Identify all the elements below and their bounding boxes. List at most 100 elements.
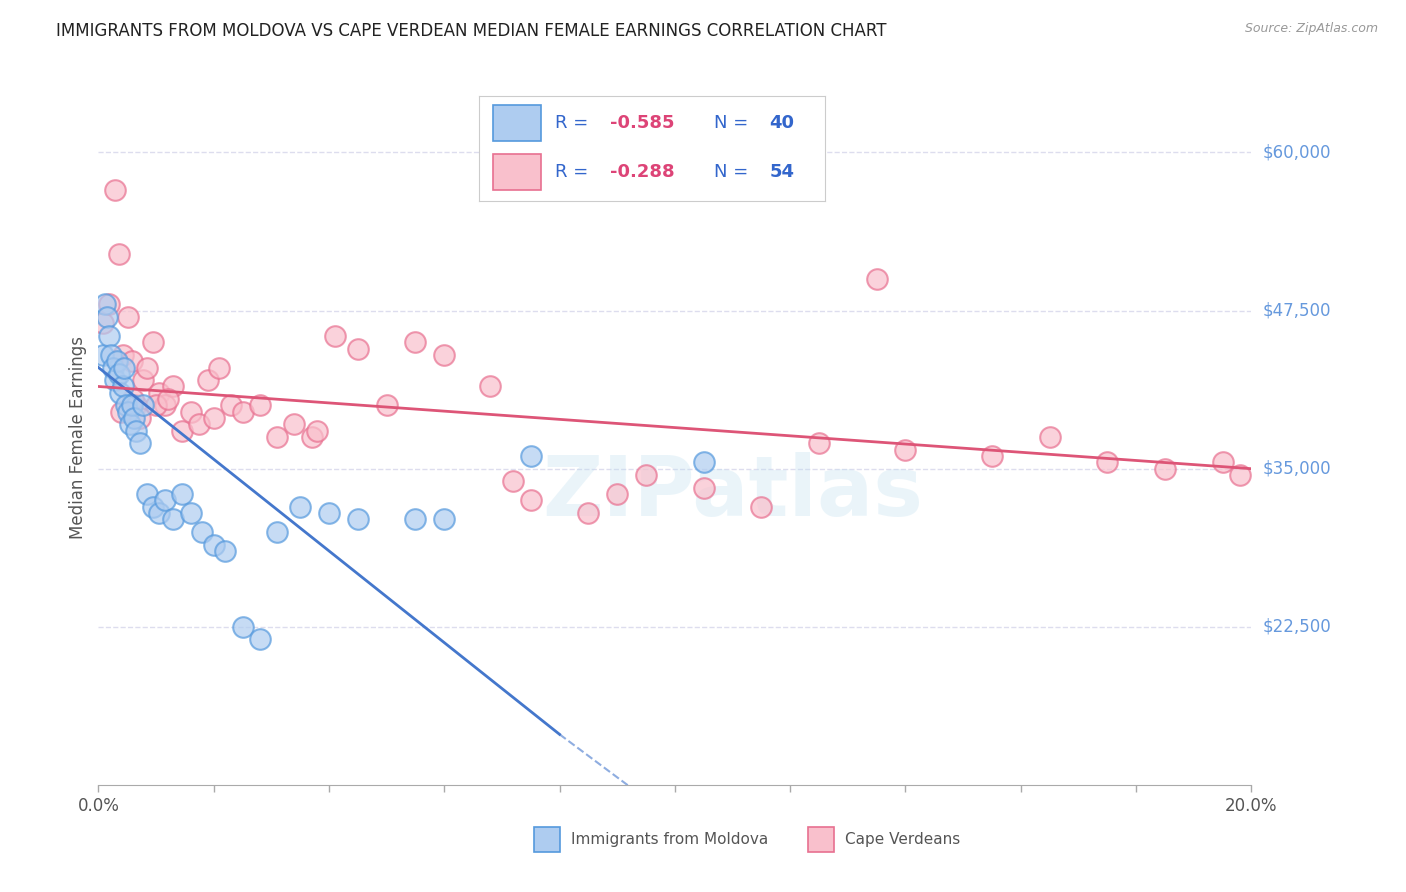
Point — [110, 385, 132, 400]
Point — [121, 399, 143, 413]
Point — [807, 436, 830, 450]
Point — [170, 487, 193, 501]
Point — [405, 512, 427, 526]
Point — [1153, 461, 1175, 475]
Point — [191, 524, 214, 539]
Point — [145, 399, 167, 413]
Point — [249, 399, 271, 413]
Point — [97, 329, 120, 343]
Point — [214, 544, 236, 558]
Point — [136, 360, 159, 375]
Point — [91, 348, 114, 362]
Point — [112, 360, 135, 375]
Point — [606, 487, 628, 501]
Point — [129, 411, 152, 425]
Point — [202, 538, 225, 552]
Text: Cape Verdeans: Cape Verdeans — [845, 832, 960, 847]
Point — [105, 354, 128, 368]
Point — [125, 424, 148, 438]
Point — [266, 524, 288, 539]
Point — [301, 430, 323, 444]
Point — [249, 632, 271, 647]
Point — [290, 500, 312, 514]
Point — [96, 310, 118, 324]
Text: IMMIGRANTS FROM MOLDOVA VS CAPE VERDEAN MEDIAN FEMALE EARNINGS CORRELATION CHART: IMMIGRANTS FROM MOLDOVA VS CAPE VERDEAN … — [56, 22, 887, 40]
Point — [153, 399, 176, 413]
Point — [1038, 430, 1062, 444]
Point — [129, 436, 152, 450]
Point — [307, 424, 329, 438]
Point — [636, 468, 658, 483]
Point — [693, 455, 716, 469]
Point — [101, 360, 124, 375]
Point — [107, 246, 129, 260]
Text: Immigrants from Moldova: Immigrants from Moldova — [571, 832, 768, 847]
Point — [107, 367, 129, 381]
Point — [170, 424, 193, 438]
Point — [231, 405, 254, 419]
Point — [121, 354, 143, 368]
Point — [208, 360, 231, 375]
Point — [576, 506, 599, 520]
Point — [142, 500, 165, 514]
Text: $47,500: $47,500 — [1263, 301, 1331, 319]
Point — [120, 417, 142, 432]
Point — [283, 417, 305, 432]
Point — [132, 399, 155, 413]
Point — [117, 310, 139, 324]
Point — [148, 385, 170, 400]
Point — [100, 348, 122, 362]
Point — [693, 481, 716, 495]
Point — [865, 272, 889, 286]
Point — [103, 183, 125, 197]
Point — [751, 500, 773, 514]
Text: $22,500: $22,500 — [1263, 618, 1331, 636]
Point — [981, 449, 1004, 463]
Point — [502, 475, 524, 489]
Point — [91, 316, 114, 330]
Point — [110, 405, 132, 419]
Point — [405, 335, 427, 350]
Point — [180, 506, 202, 520]
Point — [162, 512, 184, 526]
Point — [125, 399, 148, 413]
Point — [94, 297, 117, 311]
Text: Source: ZipAtlas.com: Source: ZipAtlas.com — [1244, 22, 1378, 36]
Point — [103, 373, 125, 387]
Point — [115, 399, 138, 413]
Point — [346, 512, 368, 526]
Point — [520, 493, 543, 508]
Point — [162, 379, 184, 393]
Text: $35,000: $35,000 — [1263, 459, 1331, 478]
Text: ZIPatlas: ZIPatlas — [543, 452, 922, 533]
Point — [323, 329, 346, 343]
Point — [266, 430, 288, 444]
Point — [231, 620, 254, 634]
Point — [117, 405, 139, 419]
Point — [433, 512, 456, 526]
Point — [1212, 455, 1234, 469]
Point — [156, 392, 179, 406]
Point — [1229, 468, 1251, 483]
Text: $60,000: $60,000 — [1263, 144, 1331, 161]
Point — [520, 449, 543, 463]
Point — [132, 373, 155, 387]
Point — [375, 399, 398, 413]
Point — [894, 442, 917, 457]
Point — [479, 379, 502, 393]
Point — [122, 392, 145, 406]
Point — [122, 411, 145, 425]
Point — [433, 348, 456, 362]
Point — [148, 506, 170, 520]
Point — [346, 342, 368, 356]
Point — [142, 335, 165, 350]
Point — [188, 417, 211, 432]
Point — [1097, 455, 1119, 469]
Point — [97, 297, 120, 311]
Point — [180, 405, 202, 419]
Point — [197, 373, 219, 387]
Point — [111, 348, 134, 362]
Y-axis label: Median Female Earnings: Median Female Earnings — [69, 335, 87, 539]
Point — [318, 506, 340, 520]
Point — [219, 399, 242, 413]
